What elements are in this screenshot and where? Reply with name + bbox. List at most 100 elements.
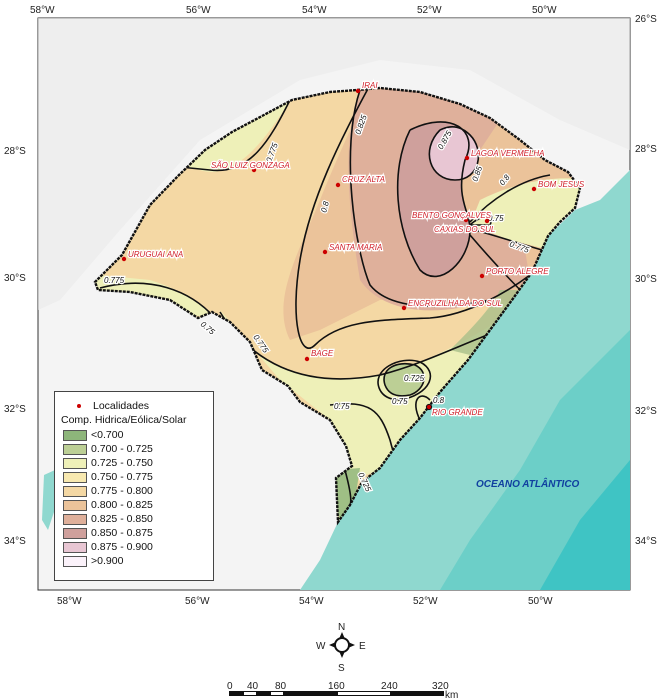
legend-item: 0.800 - 0.825 <box>63 498 213 512</box>
lon-top-label: 52°W <box>417 5 442 16</box>
contour-label: 0.75 <box>334 402 350 411</box>
lat-right-label: 26°S <box>635 14 657 25</box>
svg-text:PORTO ALEGRE: PORTO ALEGRE <box>486 267 549 276</box>
lon-bottom-label: 54°W <box>299 596 324 607</box>
city-bom-jesus[interactable]: BOM JESUS <box>531 179 586 192</box>
legend-item-label: 0.850 - 0.875 <box>91 527 153 539</box>
svg-text:ENCRUZILHADA DO SUL: ENCRUZILHADA DO SUL <box>408 299 502 308</box>
city-lagoa-vermelha[interactable]: LAGOA VERMELHA <box>464 148 546 161</box>
legend-swatch <box>63 443 87 455</box>
contour-label: 0.75 <box>392 397 408 406</box>
city-bento-goncalves[interactable]: BENTO GONÇALVES <box>411 210 493 223</box>
legend-swatch <box>63 555 87 567</box>
scale-tick: 240 <box>381 681 398 692</box>
city-caxias-do-sul[interactable]: CAXIAS DO SUL <box>433 218 497 235</box>
lon-bottom-label: 52°W <box>413 596 438 607</box>
scale-tick: 0 <box>227 681 233 692</box>
contour-label: 0.8 <box>319 200 331 214</box>
legend-swatch <box>63 485 87 497</box>
legend-item: 0.875 - 0.900 <box>63 540 213 554</box>
lat-left-label: 30°S <box>4 273 26 284</box>
lon-top-label: 50°W <box>532 5 557 16</box>
contour-label: 0.8 <box>433 396 445 405</box>
svg-text:RIO GRANDE: RIO GRANDE <box>432 408 483 417</box>
city-santa-maria[interactable]: SANTA MARIA <box>322 242 384 255</box>
scale-tick: 80 <box>275 681 287 692</box>
scale-bar: 0 40 80 160 240 320 km <box>227 681 458 700</box>
lat-right-label: 30°S <box>635 274 657 285</box>
svg-text:BENTO GONÇALVES: BENTO GONÇALVES <box>412 211 492 220</box>
legend-item-label: 0.825 - 0.850 <box>91 513 153 525</box>
legend-item-label: 0.800 - 0.825 <box>91 499 153 511</box>
legend-swatch <box>63 513 87 525</box>
legend-swatch <box>63 457 87 469</box>
compass-e: E <box>359 641 366 652</box>
legend-item: 0.775 - 0.800 <box>63 484 213 498</box>
legend-swatch <box>63 471 87 483</box>
lon-top-label: 58°W <box>30 5 55 16</box>
svg-text:SÃO LUIZ GONZAGA: SÃO LUIZ GONZAGA <box>211 161 290 170</box>
city-uruguaiana[interactable]: URUGUAI ANA <box>121 249 185 262</box>
ocean-deeper <box>540 460 630 590</box>
contour-label: 0.775 <box>104 276 125 285</box>
city-irai[interactable]: IRAI <box>355 80 380 94</box>
legend-item-label: >0.900 <box>91 555 124 567</box>
city-porto-alegre[interactable]: PORTO ALEGRE <box>479 266 550 279</box>
city-cruz-alta[interactable]: CRUZ ALTA <box>335 174 386 188</box>
scale-unit: km <box>445 690 458 700</box>
legend-item-label: 0.875 - 0.900 <box>91 541 153 553</box>
lon-bottom-label: 58°W <box>57 596 82 607</box>
scale-tick: 40 <box>247 681 259 692</box>
legend-swatch <box>63 499 87 511</box>
ocean-label: OCEANO ATLÂNTICO <box>476 477 580 490</box>
city-bage[interactable]: BAGE <box>304 348 335 362</box>
svg-text:URUGUAI ANA: URUGUAI ANA <box>128 250 183 259</box>
legend-item-label: <0.700 <box>91 429 124 441</box>
lat-right-label: 28°S <box>635 144 657 155</box>
legend-item-label: 0.750 - 0.775 <box>91 471 153 483</box>
svg-text:IRAI: IRAI <box>362 81 378 90</box>
legend-item-label: 0.775 - 0.800 <box>91 485 153 497</box>
lat-right-label: 32°S <box>635 406 657 417</box>
legend-item: 0.850 - 0.875 <box>63 526 213 540</box>
legend-locality-label: Localidades <box>93 400 150 412</box>
svg-text:SANTA MARIA: SANTA MARIA <box>329 243 382 252</box>
legend-item-label: 0.700 - 0.725 <box>91 443 153 455</box>
lat-right-label: 34°S <box>635 536 657 547</box>
city-sao-luiz-gonzaga[interactable]: SÃO LUIZ GONZAGA <box>210 160 291 173</box>
scale-tick: 160 <box>328 681 345 692</box>
lat-left-label: 28°S <box>4 146 26 157</box>
city-encruzilhada-do-sul[interactable]: ENCRUZILHADA DO SUL <box>401 298 503 311</box>
contour-label: 0.725 <box>404 374 425 383</box>
legend-swatch <box>63 429 87 441</box>
lat-left-label: 32°S <box>4 404 26 415</box>
legend-swatch <box>63 541 87 553</box>
compass-n: N <box>338 622 345 633</box>
svg-text:LAGOA VERMELHA: LAGOA VERMELHA <box>471 149 545 158</box>
compass-w: W <box>316 641 326 652</box>
relief-land <box>38 18 630 310</box>
svg-text:BAGE: BAGE <box>311 349 334 358</box>
scale-tick: 320 <box>432 681 449 692</box>
svg-text:BOM JESUS: BOM JESUS <box>538 180 585 189</box>
compass-s: S <box>338 663 345 674</box>
legend: Localidades Comp. Hidrica/Eólica/Solar <… <box>54 391 214 581</box>
compass-rose: N S E W <box>316 622 366 674</box>
legend-swatch <box>63 527 87 539</box>
legend-item-label: 0.725 - 0.750 <box>91 457 153 469</box>
legend-item: 0.700 - 0.725 <box>63 442 213 456</box>
svg-text:CRUZ ALTA: CRUZ ALTA <box>342 175 385 184</box>
legend-item: 0.825 - 0.850 <box>63 512 213 526</box>
legend-item: >0.900 <box>63 554 213 568</box>
lon-bottom-label: 50°W <box>528 596 553 607</box>
city-rio-grande[interactable]: RIO GRANDE <box>425 403 485 418</box>
lat-left-label: 34°S <box>4 536 26 547</box>
axis-labels: 58°W 56°W 54°W 52°W 50°W 58°W 56°W 54°W … <box>4 5 657 607</box>
legend-title: Comp. Hidrica/Eólica/Solar <box>61 414 187 426</box>
locality-dot-icon <box>77 404 81 408</box>
lon-bottom-label: 56°W <box>185 596 210 607</box>
cities: IRAI LAGOA VERMELHA SÃO LUIZ GONZAGA CRU… <box>121 80 586 418</box>
legend-item: <0.700 <box>63 428 213 442</box>
lon-top-label: 56°W <box>186 5 211 16</box>
